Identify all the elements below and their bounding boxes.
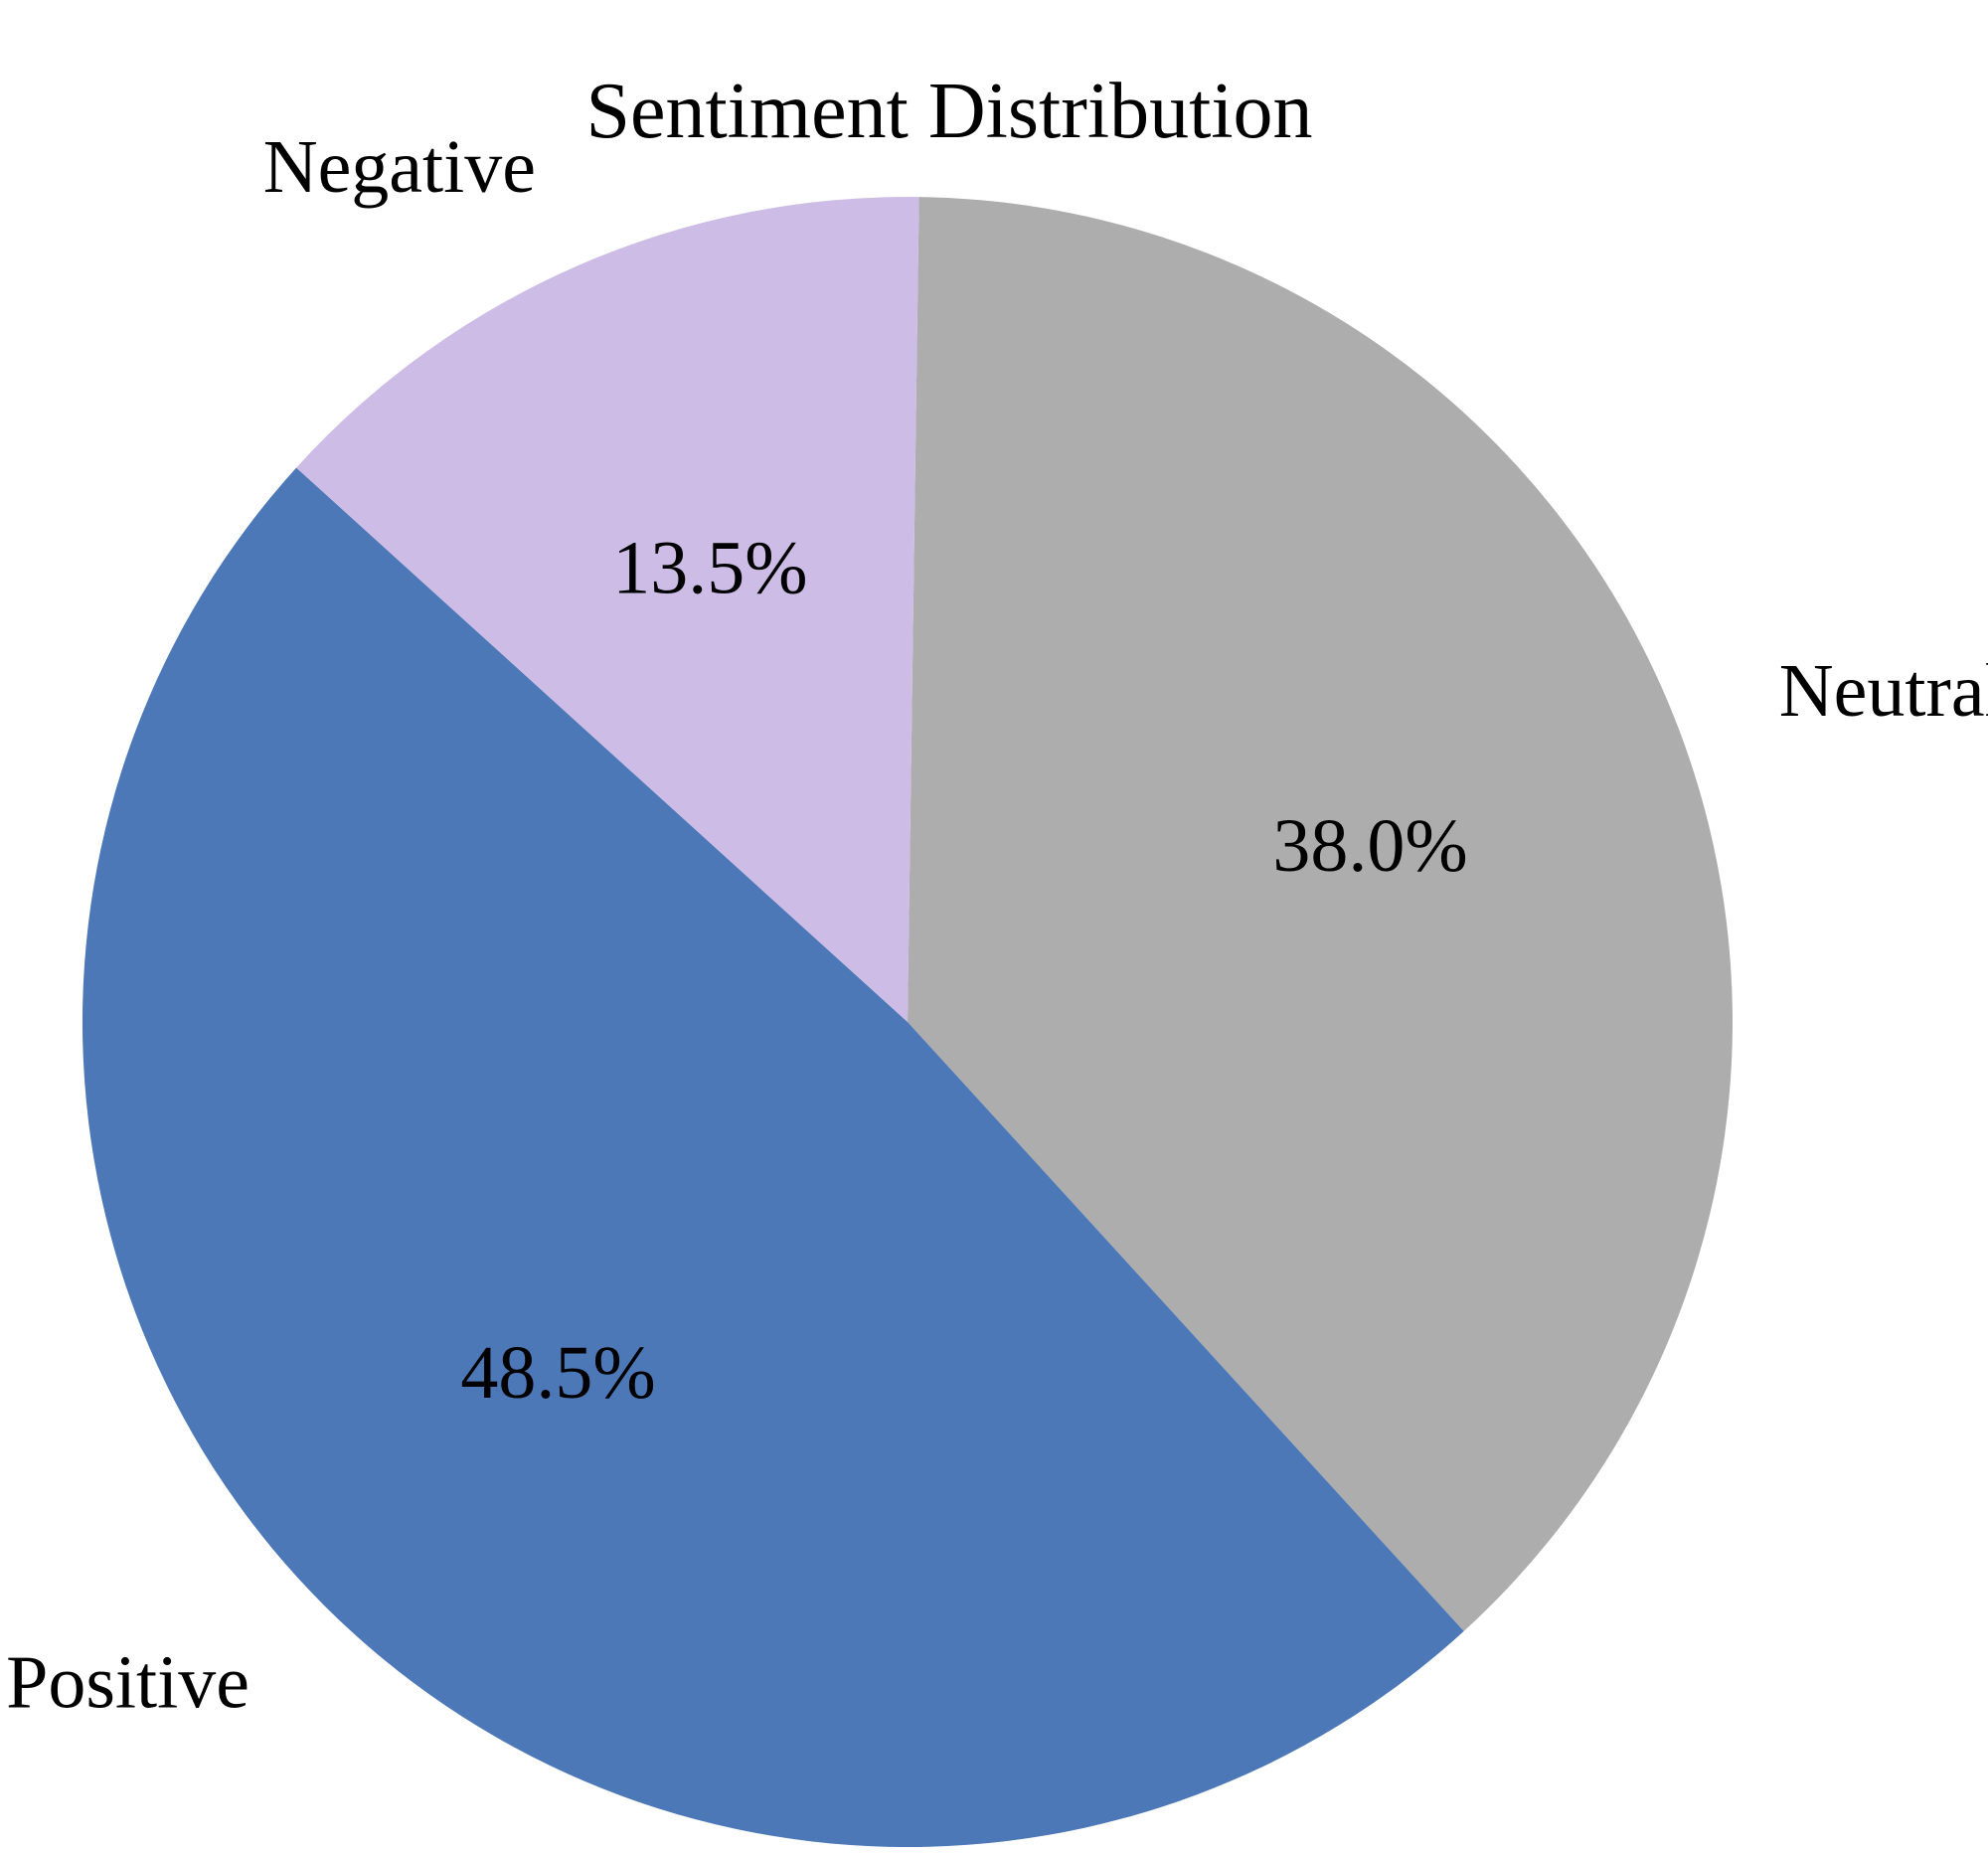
pie-value-label-positive: 48.5% (460, 1331, 655, 1415)
chart-title: Sentiment Distribution (585, 68, 1312, 155)
pie-category-label-positive: Positive (6, 1640, 249, 1724)
pie-value-label-negative: 13.5% (612, 526, 807, 609)
pie-slice-negative (296, 196, 919, 1022)
pie-slice-positive (82, 467, 1464, 1848)
pie-slice-neutral (908, 197, 1734, 1631)
pie-slices (82, 196, 1734, 1848)
pie-value-label-neutral: 38.0% (1272, 804, 1467, 888)
pie-labels: 38.0% Neutral 48.5% Positive 13.5% Negative (6, 125, 1988, 1725)
pie-category-label-neutral: Neutral (1779, 649, 1988, 733)
pie-category-label-negative: Negative (263, 125, 536, 209)
